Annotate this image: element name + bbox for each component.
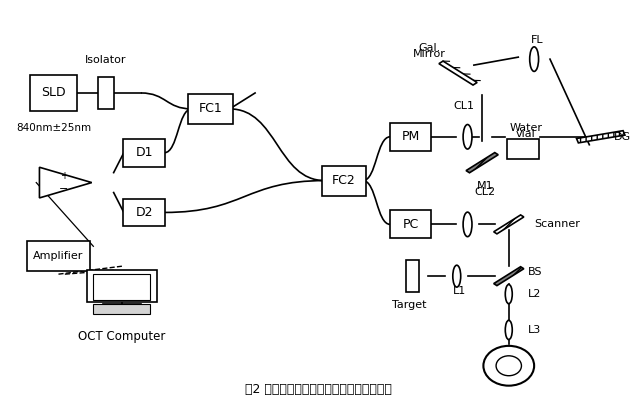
Text: FC2: FC2: [332, 174, 355, 187]
Bar: [29, 75, 77, 111]
Bar: [322, 166, 366, 196]
Text: OCT Computer: OCT Computer: [78, 330, 166, 343]
Ellipse shape: [453, 265, 461, 287]
Polygon shape: [39, 167, 92, 198]
Polygon shape: [439, 61, 477, 85]
Ellipse shape: [530, 47, 538, 71]
Ellipse shape: [463, 212, 472, 237]
Bar: [390, 211, 431, 238]
Polygon shape: [494, 215, 524, 234]
Text: Mirror: Mirror: [413, 49, 446, 59]
Polygon shape: [494, 267, 524, 286]
Text: vial: vial: [516, 129, 536, 139]
Text: −: −: [59, 184, 69, 194]
Polygon shape: [576, 131, 625, 143]
Bar: [124, 198, 165, 227]
Text: CL2: CL2: [475, 187, 496, 197]
Text: D2: D2: [135, 206, 153, 219]
Bar: [94, 304, 150, 314]
Ellipse shape: [483, 346, 534, 386]
Ellipse shape: [463, 125, 472, 149]
Text: Gal.: Gal.: [419, 43, 441, 53]
Ellipse shape: [496, 356, 522, 376]
Text: Water: Water: [510, 123, 542, 133]
Ellipse shape: [505, 320, 512, 340]
Text: L2: L2: [528, 289, 541, 299]
Text: D1: D1: [135, 146, 153, 159]
Text: Target: Target: [392, 300, 426, 310]
Bar: [390, 123, 431, 151]
Text: 840nm±25nm: 840nm±25nm: [16, 123, 91, 133]
Polygon shape: [466, 152, 498, 173]
Text: +: +: [60, 171, 68, 181]
Bar: [87, 270, 157, 302]
Text: FC1: FC1: [199, 102, 222, 115]
Bar: [189, 94, 233, 124]
Bar: [27, 241, 90, 271]
Ellipse shape: [505, 284, 512, 304]
Text: Amplifier: Amplifier: [33, 251, 83, 261]
Bar: [507, 139, 538, 159]
Bar: [124, 139, 165, 167]
Text: PC: PC: [403, 218, 419, 231]
Bar: [406, 260, 419, 292]
Text: SLD: SLD: [41, 87, 66, 99]
Text: Isolator: Isolator: [85, 55, 127, 65]
Text: 图2 活体人眼光学相干层析成像系统原理图: 图2 活体人眼光学相干层析成像系统原理图: [245, 383, 392, 396]
Bar: [98, 77, 114, 109]
Text: PM: PM: [401, 130, 420, 143]
Text: Scanner: Scanner: [534, 219, 580, 229]
Text: BS: BS: [528, 267, 542, 277]
Text: FL: FL: [531, 35, 543, 45]
Text: L1: L1: [454, 286, 466, 296]
Bar: [94, 274, 150, 300]
Text: L3: L3: [528, 325, 541, 335]
Text: CL1: CL1: [454, 101, 475, 111]
Text: DG: DG: [613, 132, 631, 142]
Text: M1: M1: [477, 180, 494, 190]
